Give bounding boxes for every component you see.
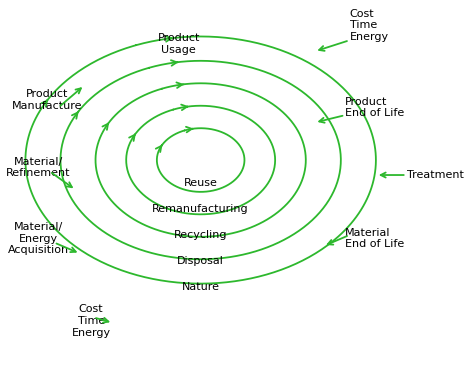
Text: Product
Usage: Product Usage <box>157 33 200 55</box>
Text: Recycling: Recycling <box>174 230 228 240</box>
Text: Product
End of Life: Product End of Life <box>345 97 404 119</box>
Text: Nature: Nature <box>182 282 219 292</box>
Text: Product
Manufacture: Product Manufacture <box>12 89 82 111</box>
Text: Material
End of Life: Material End of Life <box>345 228 404 250</box>
Text: Cost
Time
Energy: Cost Time Energy <box>72 304 111 338</box>
Text: Disposal: Disposal <box>177 256 224 266</box>
Text: Treatment: Treatment <box>407 170 464 180</box>
Text: Reuse: Reuse <box>184 177 218 187</box>
Text: Material/
Energy
Acquisition: Material/ Energy Acquisition <box>8 222 69 255</box>
Text: Cost
Time
Energy: Cost Time Energy <box>350 9 389 42</box>
Text: Remanufacturing: Remanufacturing <box>152 204 249 214</box>
Text: Material/
Refinement: Material/ Refinement <box>6 157 71 178</box>
